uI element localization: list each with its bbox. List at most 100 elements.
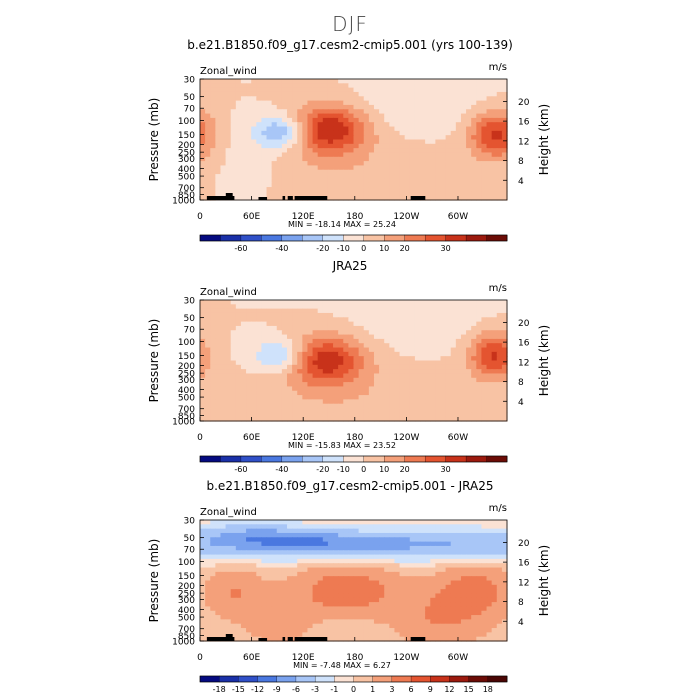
field-cell — [220, 317, 227, 323]
field-cell — [373, 395, 380, 400]
field-cell — [496, 169, 503, 175]
field-cell — [425, 399, 431, 405]
field-cell — [276, 589, 283, 595]
field-cell — [286, 325, 293, 331]
field-cell — [481, 325, 488, 331]
field-cell — [230, 96, 237, 102]
y-tick-label: 400 — [178, 386, 195, 396]
field-cell — [420, 304, 426, 310]
field-cell — [358, 356, 365, 362]
field-cell — [230, 528, 237, 534]
field-cell — [317, 347, 324, 353]
field-cell — [379, 373, 385, 379]
field-cell — [481, 321, 488, 327]
field-cell — [343, 165, 349, 171]
field-cell — [307, 143, 314, 149]
field-cell — [466, 606, 472, 612]
field-cell — [450, 610, 457, 616]
field-cell — [435, 584, 442, 590]
field-cell — [394, 571, 401, 577]
field-cell — [322, 408, 329, 413]
field-cell — [486, 91, 493, 97]
field-cell — [430, 113, 436, 119]
field-cell — [399, 165, 406, 171]
field-cell — [368, 113, 375, 119]
field-cell — [445, 416, 452, 422]
field-cell — [445, 545, 452, 551]
field-cell — [384, 178, 390, 184]
field-cell — [200, 191, 206, 197]
field-cell — [307, 174, 314, 179]
field-cell — [394, 165, 401, 171]
field-cell — [486, 161, 493, 167]
field-cell — [240, 182, 247, 188]
field-cell — [491, 580, 498, 586]
field-cell — [312, 606, 319, 612]
field-cell — [302, 174, 309, 179]
y-tick-label: 100 — [178, 117, 195, 127]
field-cell — [261, 399, 268, 405]
field-cell — [440, 191, 447, 197]
field-cell — [491, 408, 498, 413]
field-cell — [286, 563, 293, 569]
field-cell — [491, 550, 498, 556]
field-cell — [394, 408, 401, 413]
field-cell — [215, 610, 222, 616]
field-cell — [430, 343, 436, 349]
field-cell — [230, 369, 237, 375]
field-cell — [246, 576, 252, 582]
field-cell — [256, 554, 262, 560]
field-cell — [394, 152, 401, 158]
field-cell — [317, 308, 324, 314]
field-cell — [235, 113, 242, 119]
figure-title: DJF — [332, 12, 368, 36]
field-cell — [460, 156, 467, 162]
field-cell — [486, 191, 493, 197]
field-cell — [348, 520, 355, 525]
field-cell — [445, 610, 452, 616]
field-cell — [338, 351, 344, 357]
field-cell — [266, 593, 273, 599]
field-cell — [389, 325, 396, 331]
field-cell — [481, 382, 488, 388]
field-cell — [471, 356, 477, 362]
field-cell — [312, 104, 319, 110]
field-cell — [455, 580, 462, 586]
field-cell — [256, 334, 262, 340]
field-cell — [363, 130, 370, 136]
field-cell — [205, 602, 211, 608]
field-cell — [235, 412, 242, 418]
field-cell — [353, 528, 360, 534]
field-cell — [215, 174, 222, 179]
field-cell — [271, 356, 278, 362]
field-cell — [353, 139, 360, 145]
field-cell — [220, 356, 227, 362]
field-cell — [491, 182, 498, 188]
field-cell — [466, 369, 472, 375]
field-cell — [496, 584, 503, 590]
field-cell — [240, 416, 247, 422]
field-cell — [235, 623, 242, 629]
field-cell — [404, 528, 411, 534]
field-cell — [394, 524, 401, 530]
field-cell — [409, 364, 416, 370]
field-cell — [286, 615, 293, 620]
field-cell — [501, 520, 508, 525]
field-cell — [230, 580, 237, 586]
field-cell — [286, 117, 293, 123]
field-cell — [281, 83, 288, 89]
field-cell — [373, 182, 380, 188]
field-cell — [261, 597, 268, 603]
field-cell — [261, 563, 268, 569]
field-cell — [281, 139, 288, 145]
field-cell — [471, 109, 477, 115]
field-cell — [440, 382, 447, 388]
field-cell — [486, 554, 493, 560]
field-cell — [399, 113, 406, 119]
field-cell — [409, 377, 416, 383]
field-cell — [466, 403, 472, 409]
field-cell — [200, 317, 206, 323]
panel-1: b.e21.B1850.f09_g17.cesm2-cmip5.001 (yrs… — [147, 38, 551, 253]
field-cell — [271, 321, 278, 327]
field-cell — [215, 589, 222, 595]
